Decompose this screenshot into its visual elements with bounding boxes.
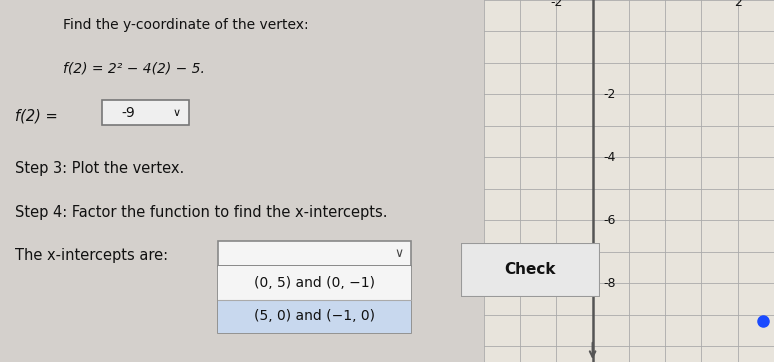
Text: Find the y-coordinate of the vertex:: Find the y-coordinate of the vertex:: [63, 18, 309, 32]
Text: ∨: ∨: [395, 247, 404, 260]
Text: (0, 5) and (0, −1): (0, 5) and (0, −1): [254, 276, 375, 290]
Text: ∨: ∨: [173, 108, 180, 118]
Text: f(2) = 2² − 4(2) − 5.: f(2) = 2² − 4(2) − 5.: [63, 62, 205, 76]
Bar: [217, 241, 411, 266]
Text: -2: -2: [550, 0, 563, 9]
Bar: [217, 300, 411, 333]
Text: The x-intercepts are:: The x-intercepts are:: [15, 248, 168, 263]
Bar: [217, 266, 411, 333]
Text: f(2) =: f(2) =: [15, 109, 57, 123]
Text: Step 3: Plot the vertex.: Step 3: Plot the vertex.: [15, 161, 183, 176]
Text: -8: -8: [604, 277, 616, 290]
Bar: [101, 100, 189, 125]
Text: 2: 2: [734, 0, 741, 9]
Text: Check: Check: [505, 262, 556, 277]
Text: -2: -2: [604, 88, 616, 101]
Text: -9: -9: [122, 106, 135, 119]
Bar: [217, 266, 411, 300]
Text: -6: -6: [604, 214, 616, 227]
Text: -4: -4: [604, 151, 616, 164]
Text: Step 4: Factor the function to find the x-intercepts.: Step 4: Factor the function to find the …: [15, 205, 387, 219]
Text: (5, 0) and (−1, 0): (5, 0) and (−1, 0): [254, 309, 375, 323]
